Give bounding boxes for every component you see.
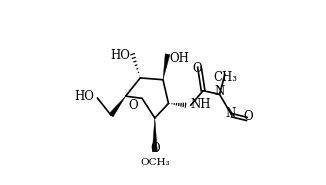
Text: HO: HO	[110, 49, 130, 62]
Polygon shape	[109, 96, 126, 117]
Text: HO: HO	[74, 90, 94, 103]
Text: CH₃: CH₃	[213, 71, 237, 84]
Polygon shape	[163, 54, 170, 80]
Text: N: N	[215, 85, 225, 98]
Text: O: O	[192, 62, 202, 75]
Polygon shape	[152, 118, 157, 152]
Text: NH: NH	[190, 98, 211, 111]
Text: N: N	[225, 107, 236, 120]
Text: OCH₃: OCH₃	[140, 158, 170, 167]
Text: O: O	[128, 99, 138, 112]
Text: O: O	[244, 110, 253, 123]
Text: OH: OH	[170, 51, 189, 65]
Text: O: O	[150, 142, 160, 155]
